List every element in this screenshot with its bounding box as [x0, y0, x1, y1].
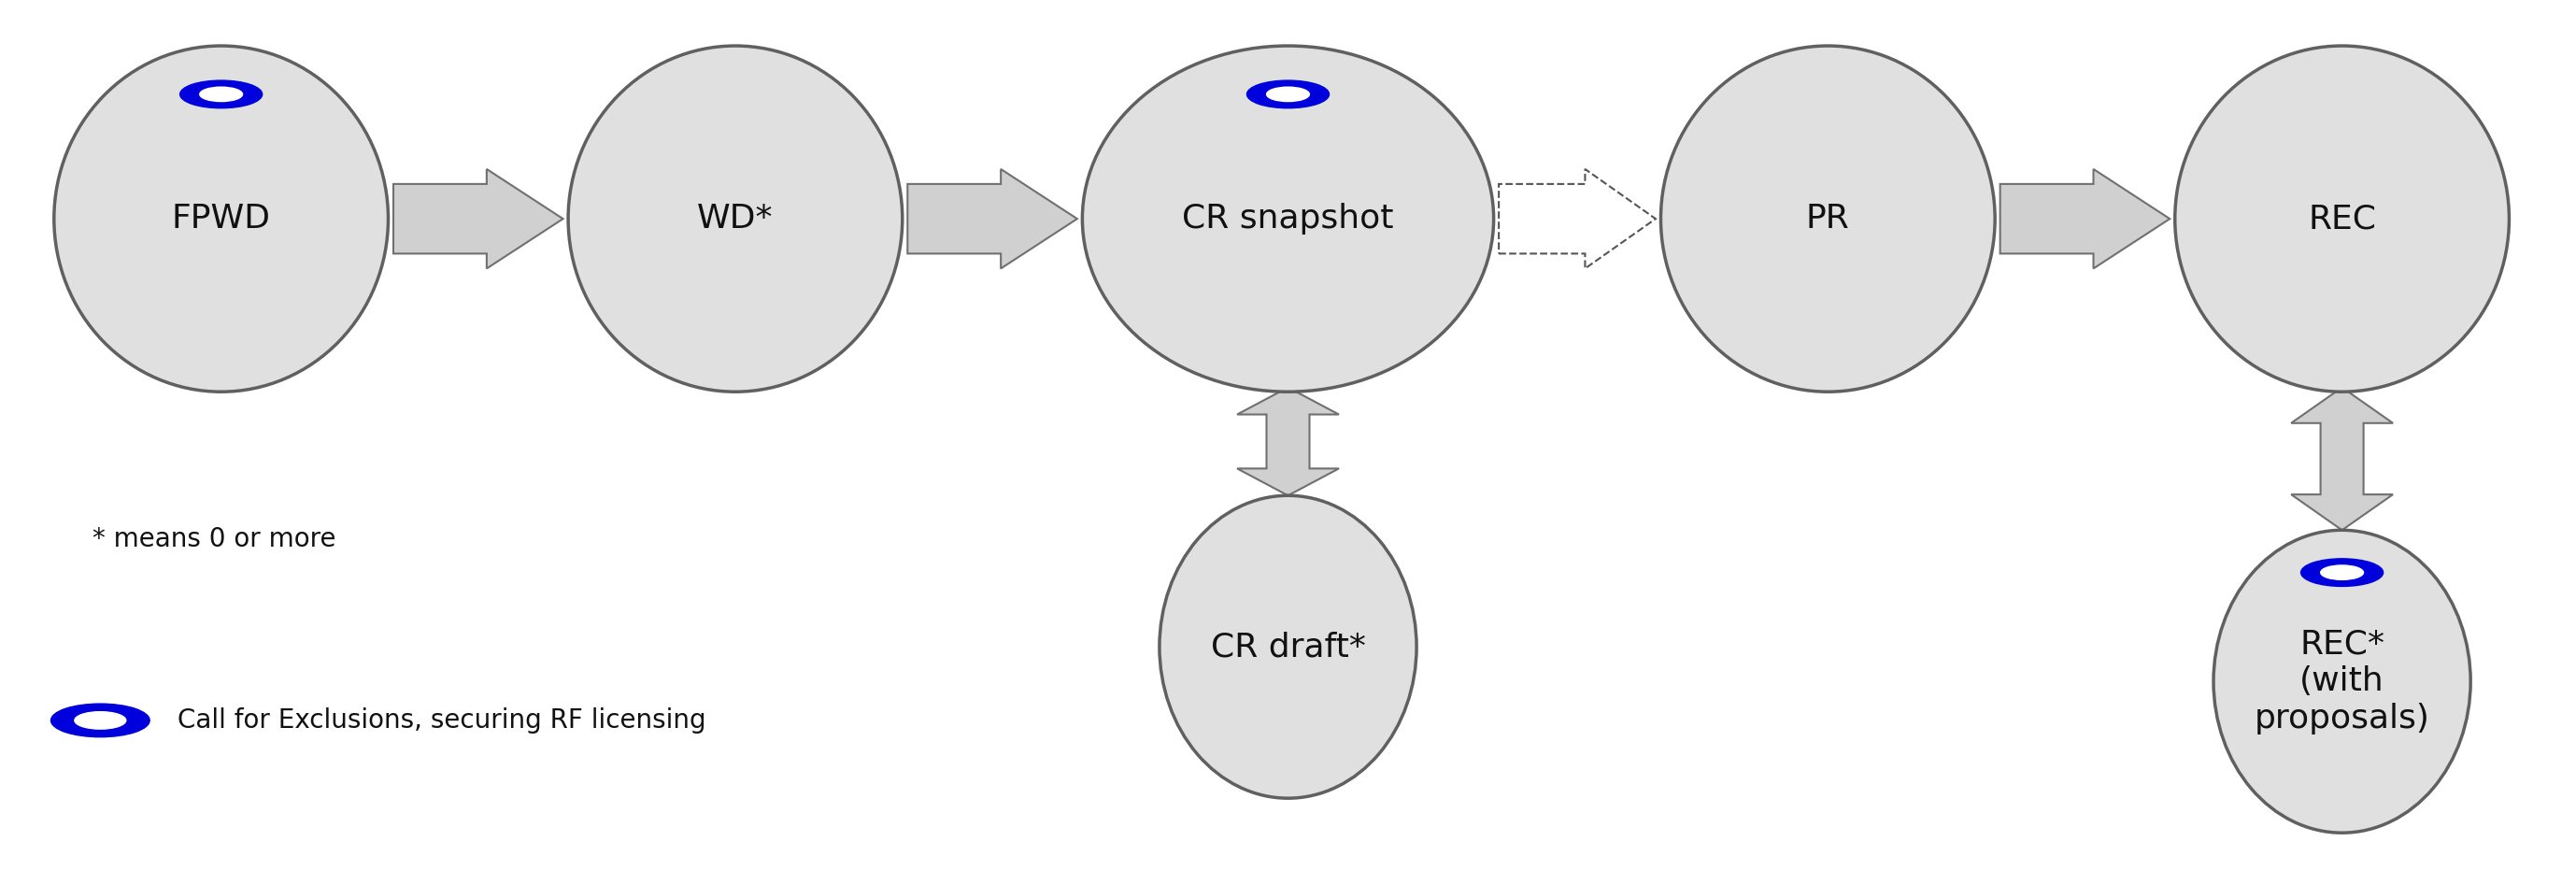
Circle shape [1247, 80, 1329, 108]
Text: * means 0 or more: * means 0 or more [93, 525, 335, 552]
Ellipse shape [569, 46, 902, 392]
Ellipse shape [1159, 496, 1417, 798]
Circle shape [75, 712, 126, 729]
Text: CR draft*: CR draft* [1211, 631, 1365, 663]
Polygon shape [907, 169, 1077, 269]
Circle shape [2300, 559, 2383, 586]
Ellipse shape [2213, 530, 2470, 833]
Polygon shape [1236, 387, 1340, 496]
Text: WD*: WD* [698, 203, 773, 235]
Text: PR: PR [1806, 203, 1850, 235]
Circle shape [52, 704, 149, 737]
Circle shape [201, 87, 242, 102]
Text: REC*
(with
proposals): REC* (with proposals) [2254, 629, 2429, 734]
Ellipse shape [2174, 46, 2509, 392]
Polygon shape [1999, 169, 2169, 269]
Text: REC: REC [2308, 203, 2375, 235]
Polygon shape [2290, 387, 2393, 530]
Circle shape [1267, 87, 1309, 102]
Text: Call for Exclusions, securing RF licensing: Call for Exclusions, securing RF licensi… [178, 707, 706, 733]
Circle shape [2321, 566, 2362, 579]
Polygon shape [1499, 169, 1656, 269]
Text: FPWD: FPWD [173, 203, 270, 235]
Ellipse shape [54, 46, 389, 392]
Circle shape [180, 80, 263, 108]
Ellipse shape [1082, 46, 1494, 392]
Text: CR snapshot: CR snapshot [1182, 203, 1394, 235]
Polygon shape [394, 169, 564, 269]
Ellipse shape [1662, 46, 1994, 392]
